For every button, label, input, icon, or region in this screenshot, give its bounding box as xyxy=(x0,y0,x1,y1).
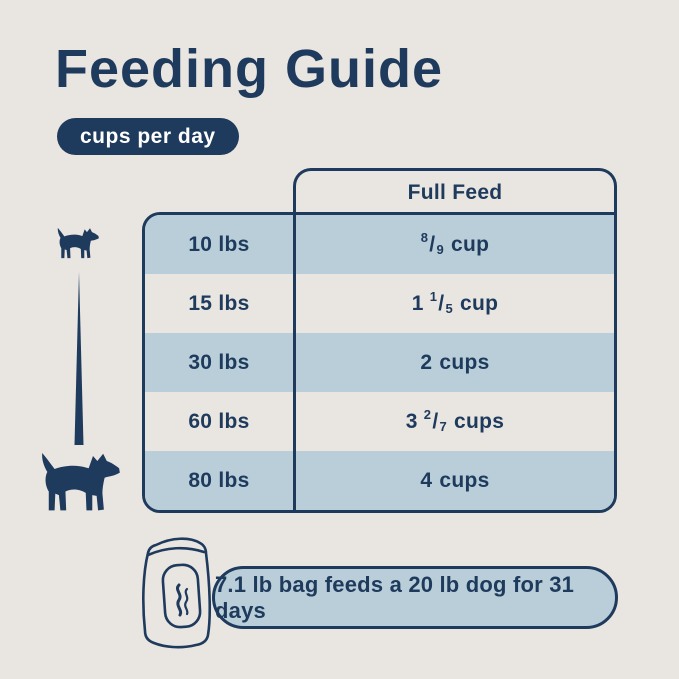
table-column-header-label: Full Feed xyxy=(407,181,503,204)
weight-cell: 10 lbs xyxy=(188,232,250,256)
weight-cell: 60 lbs xyxy=(188,409,250,433)
large-dog-icon xyxy=(42,453,120,511)
amount-cell: 4 cups xyxy=(293,451,614,510)
table-row: 80 lbs 4 cups xyxy=(145,451,614,510)
weight-cell: 15 lbs xyxy=(188,291,250,315)
table-row: 30 lbs 2 cups xyxy=(145,333,614,392)
bag-info-banner-text: 7.1 lb bag feeds a 20 lb dog for 31 days xyxy=(215,571,575,623)
weight-cell: 80 lbs xyxy=(188,468,250,492)
amount-cell: 2 cups xyxy=(293,333,614,392)
table-row: 60 lbs 3 2/7 cups xyxy=(145,392,614,451)
units-badge: cups per day xyxy=(57,118,239,155)
small-dog-icon xyxy=(57,227,99,259)
table-row: 15 lbs 1 1/5 cup xyxy=(145,274,614,333)
table-column-header: Full Feed xyxy=(293,168,617,215)
weight-cell: 30 lbs xyxy=(188,350,250,374)
page-title: Feeding Guide xyxy=(55,39,444,99)
food-bag-icon xyxy=(142,537,212,649)
size-scale-wedge xyxy=(74,272,84,445)
amount-cell: 8/9 cup xyxy=(293,215,614,274)
table-row: 10 lbs 8/9 cup xyxy=(145,215,614,274)
amount-cell: 3 2/7 cups xyxy=(293,392,614,451)
bag-info-banner: 7.1 lb bag feeds a 20 lb dog for 31 days xyxy=(212,566,618,629)
units-badge-label: cups per day xyxy=(80,124,216,148)
feeding-table: 10 lbs 8/9 cup 15 lbs 1 1/5 cup 30 lbs 2 cups 60 l… xyxy=(142,212,617,513)
amount-cell: 1 1/5 cup xyxy=(293,274,614,333)
